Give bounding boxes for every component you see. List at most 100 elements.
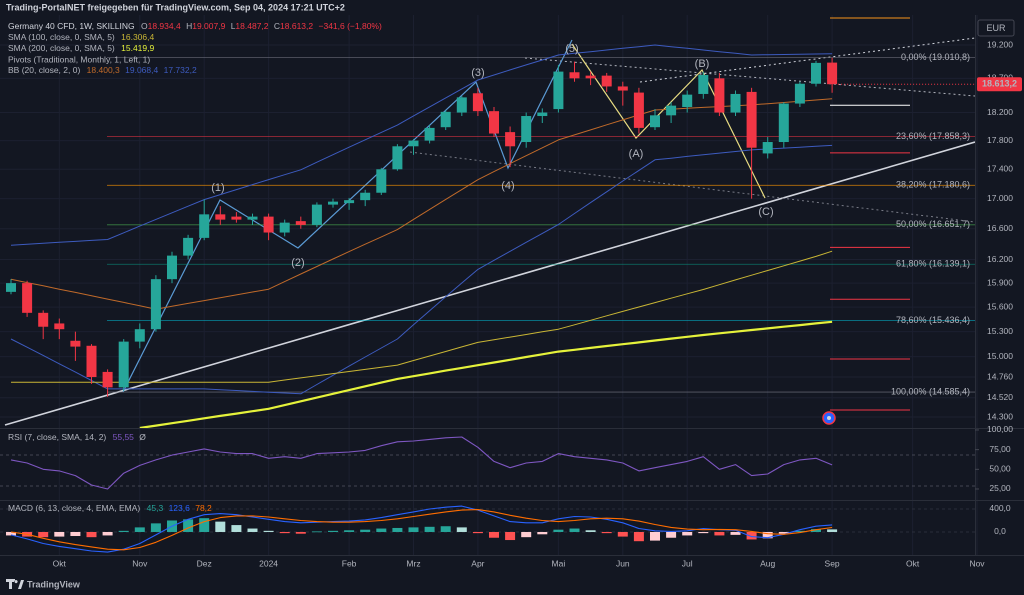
candle-body bbox=[54, 323, 65, 330]
wave-label: (3) bbox=[471, 67, 484, 79]
macd-histogram-bar bbox=[440, 526, 451, 532]
bollinger-line bbox=[10, 44, 833, 246]
rsi-tick-label: 75,00 bbox=[989, 444, 1011, 454]
fib-label: 0,00% (19.010,8) bbox=[901, 52, 970, 62]
macd-histogram-bar bbox=[150, 523, 161, 532]
legend-value: 15.419,9 bbox=[121, 43, 154, 53]
y-tick-label: 15.000 bbox=[987, 351, 1013, 361]
candle-body bbox=[424, 127, 435, 141]
candle-body bbox=[811, 62, 821, 84]
x-tick-label: Aug bbox=[760, 558, 775, 568]
macd-histogram-bar bbox=[650, 531, 660, 541]
candle-body bbox=[489, 111, 499, 134]
candle-body bbox=[392, 146, 403, 170]
macd-histogram-bar bbox=[778, 531, 789, 534]
x-tick-label: Jun bbox=[616, 558, 630, 568]
candle-body bbox=[472, 93, 483, 112]
macd-histogram-bar bbox=[489, 531, 499, 538]
macd-tick-label: 400,0 bbox=[989, 503, 1011, 513]
x-tick-label: Nov bbox=[969, 558, 985, 568]
main-legend: Germany 40 CFD, 1W, SKILLING O18.934,4 H… bbox=[8, 21, 382, 31]
candle-body bbox=[279, 222, 290, 233]
candle-body bbox=[827, 62, 838, 85]
ohlc-value: 18.487,2 bbox=[235, 21, 268, 31]
x-tick-label: Apr bbox=[471, 558, 484, 568]
macd-histogram-bar bbox=[456, 527, 467, 532]
candle-body bbox=[746, 91, 757, 148]
ohlc-value: 18.934,4 bbox=[148, 21, 181, 31]
y-tick-label: 15.600 bbox=[987, 301, 1013, 311]
candle-body bbox=[295, 221, 306, 225]
currency-box[interactable] bbox=[977, 19, 1015, 37]
trend-line bbox=[4, 141, 975, 426]
legend-value: 17.732,2 bbox=[164, 65, 197, 75]
x-tick-label: Okt bbox=[53, 558, 67, 568]
currency[interactable]: EUR bbox=[986, 23, 1006, 33]
x-tick-label: Sep bbox=[825, 558, 840, 568]
candle-body bbox=[231, 216, 242, 220]
fib-label: 61,80% (16.139,1) bbox=[896, 259, 970, 269]
symbol-title: Germany 40 CFD, 1W, SKILLING bbox=[8, 21, 135, 31]
wave-label: (4) bbox=[501, 180, 514, 192]
brand: TradingView bbox=[6, 579, 81, 589]
wave-label: (A) bbox=[629, 148, 644, 160]
price-pane bbox=[4, 17, 975, 428]
brand-name: TradingView bbox=[27, 579, 81, 589]
sma-line bbox=[139, 320, 833, 428]
macd-histogram-bar bbox=[827, 529, 838, 532]
macd-histogram-bar bbox=[682, 531, 693, 536]
ohlc-value: 18.613,2 bbox=[280, 21, 313, 31]
macd-histogram-bar bbox=[746, 531, 757, 540]
x-tick-label: Mrz bbox=[406, 558, 420, 568]
macd-histogram-bar bbox=[811, 529, 821, 532]
candle-body bbox=[311, 204, 322, 225]
macd-histogram-bar bbox=[6, 531, 16, 536]
legend-value: 16.306,4 bbox=[121, 32, 154, 42]
macd-histogram-bar bbox=[231, 525, 242, 532]
fib-label: 100,00% (14.585,4) bbox=[891, 386, 970, 396]
y-tick-label: 16.200 bbox=[987, 254, 1013, 264]
fib-label: 78,60% (15.436,4) bbox=[896, 315, 970, 325]
rsi-tick-label: 50,00 bbox=[989, 464, 1011, 474]
candle-body bbox=[247, 216, 258, 220]
legend-value: 18.400,3 bbox=[87, 65, 120, 75]
macd-histogram-bar bbox=[247, 528, 258, 532]
rsi-tick-label: 100,00 bbox=[987, 424, 1013, 434]
macd-histogram-bar bbox=[344, 530, 355, 532]
y-tick-label: 17.800 bbox=[987, 135, 1013, 145]
candle-body bbox=[714, 78, 725, 113]
candle-body bbox=[263, 216, 274, 233]
candle-body bbox=[440, 111, 451, 128]
x-tick-label: Mai bbox=[552, 558, 566, 568]
axes: 19.20018.70018.20017.80017.40017.00016.6… bbox=[0, 15, 1024, 556]
wave-label: (1) bbox=[211, 182, 224, 194]
alert-icon-dot bbox=[827, 416, 831, 420]
change-label: −341,6 (−1,80%) bbox=[319, 21, 382, 31]
macd-histogram-bar bbox=[794, 530, 805, 532]
x-tick-label: Okt bbox=[906, 558, 920, 568]
macd-histogram-bar bbox=[472, 531, 483, 534]
macd-histogram-bar bbox=[328, 530, 338, 532]
ohlc-value: 19.007,9 bbox=[192, 21, 225, 31]
bollinger-line bbox=[10, 98, 833, 310]
candle-body bbox=[537, 112, 548, 117]
sma-legend: SMA (200, close, 0, SMA, 5) 15.419,9 bbox=[8, 43, 155, 53]
candle-body bbox=[22, 283, 33, 313]
macd-histogram-bar bbox=[215, 521, 226, 532]
dotted-line bbox=[524, 57, 975, 97]
macd-pane bbox=[0, 505, 975, 553]
x-tick-label: 2024 bbox=[259, 558, 278, 568]
macd-histogram-bar bbox=[714, 531, 725, 536]
macd-histogram-bar bbox=[118, 530, 129, 532]
x-tick-label: Nov bbox=[132, 558, 148, 568]
candle-body bbox=[118, 341, 129, 388]
source-note: Trading-PortalNET freigegeben für Tradin… bbox=[6, 2, 345, 12]
macd-histogram-bar bbox=[70, 531, 81, 537]
legend-name: SMA (200, close, 0, SMA, 5) bbox=[8, 43, 115, 53]
y-tick-label: 14.760 bbox=[987, 371, 1013, 381]
macd-histogram-bar bbox=[424, 526, 435, 532]
macd-histogram-bar bbox=[134, 527, 145, 532]
macd-histogram-bar bbox=[376, 528, 387, 532]
rsi-line bbox=[10, 436, 833, 490]
candle-body bbox=[778, 103, 789, 143]
